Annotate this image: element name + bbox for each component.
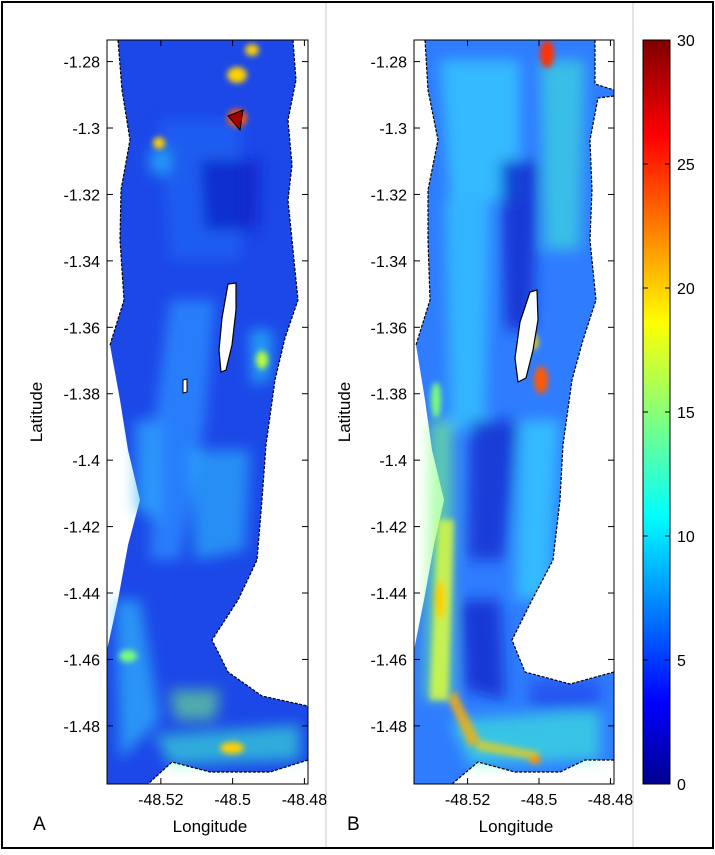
panel-b-x-tick-label: -48.5 [521,792,558,809]
panel-a-y-tick-label: -1.28 [64,55,101,72]
panel-a-land-upper-right [212,40,308,706]
panel-b-letter: B [347,814,360,835]
colorbar: 0 5 10 15 20 25 30 [642,33,695,794]
panel-b-y-tick-label: -1.4 [379,453,407,470]
panel-a-x-tick-label: -48.5 [214,792,251,809]
colorbar-tick-label: 10 [677,529,695,546]
panel-b-x-tick-label: -48.48 [588,792,633,809]
panel-b-y-tick-label: -1.36 [371,320,408,337]
panel-a-y-tick-label: -1.44 [64,586,101,603]
panel-a-shoreline [211,40,308,707]
colorbar-tick-label: 20 [677,281,695,298]
panel-a-y-tick-label: -1.48 [64,719,101,736]
colorbar-tick-label: 0 [677,777,686,794]
panel-b-y-tick-label: -1.42 [371,520,408,537]
panel-b-y-tick-label: -1.38 [371,387,408,404]
colorbar-tick-label: 15 [677,405,695,422]
panel-b-land-right [512,40,614,684]
panel-b-shoreline [415,40,439,346]
panel-a-depth-patches [115,120,300,765]
panel-a-island [218,282,237,373]
panel-a-y-tick-label: -1.34 [64,254,101,271]
colorbar-tick-label: 30 [677,33,695,50]
panel-a-y-tick-label: -1.3 [72,121,100,138]
panel-b-y-tick-label: -1.28 [371,55,408,72]
panel-b: -1.28 -1.3 -1.32 -1.34 -1.36 -1.38 -1.4 -1.42 -1… [335,39,633,836]
panel-b-y-tick-label: -1.48 [371,719,408,736]
panel-b-shoreline [451,759,614,784]
panel-a-heatmap [107,40,308,784]
panel-b-y-tick-label: -1.46 [371,652,408,669]
panel-a-y-tick-label: -1.32 [64,187,101,204]
panel-a-islet [182,378,188,394]
panel-a-y-tick-label: -1.42 [64,520,101,537]
colorbar-tick-label: 25 [677,157,695,174]
panel-b-y-tick-label: -1.44 [371,586,408,603]
panel-b-shoreline [511,40,614,685]
panel-a-ylabel: Latitude [27,382,46,443]
colorbar-ticks: 0 5 10 15 20 25 30 [643,33,695,794]
panel-a-y-tick-label: -1.4 [72,453,100,470]
panel-a-y-tick-label: -1.46 [64,652,101,669]
panel-a-y-ticks: -1.28 -1.3 -1.32 -1.34 -1.36 -1.38 -1.4 -1.42 -1… [64,55,308,736]
colorbar-tick-label: 5 [677,653,686,670]
panel-b-y-tick-label: -1.32 [371,187,408,204]
panel-a-x-ticks: -48.52 -48.5 -48.48 [138,40,327,809]
panel-a-shoreline [147,759,308,784]
panel-a: -1.28 -1.3 -1.32 -1.34 -1.36 -1.38 -1.4 -1.42 -1… [27,39,327,836]
panel-b-y-ticks: -1.28 -1.3 -1.32 -1.34 -1.36 -1.38 -1.4 -1.42 -1… [371,55,614,736]
panel-b-x-ticks: -48.52 -48.5 -48.48 [445,40,633,809]
panel-a-x-tick-label: -48.52 [138,792,183,809]
panel-b-y-tick-label: -1.3 [379,121,407,138]
panel-b-y-tick-label: -1.34 [371,254,408,271]
panel-b-x-tick-label: -48.52 [445,792,490,809]
panel-a-hotspot-peak [227,109,244,132]
panel-a-xlabel: Longitude [173,817,248,836]
panel-b-ylabel: Latitude [335,382,354,443]
panel-b-island [514,289,539,383]
panel-b-axes-box [413,39,615,785]
panel-a-axes-box [106,39,309,785]
panel-b-hotspots [430,40,554,764]
panel-b-heatmap [414,40,614,784]
panel-a-y-tick-label: -1.38 [64,387,101,404]
panel-a-shoreline [109,40,131,346]
panel-a-x-tick-label: -48.48 [282,792,327,809]
panel-b-xlabel: Longitude [479,817,554,836]
panel-a-letter: A [33,814,46,835]
panel-a-y-tick-label: -1.36 [64,320,101,337]
